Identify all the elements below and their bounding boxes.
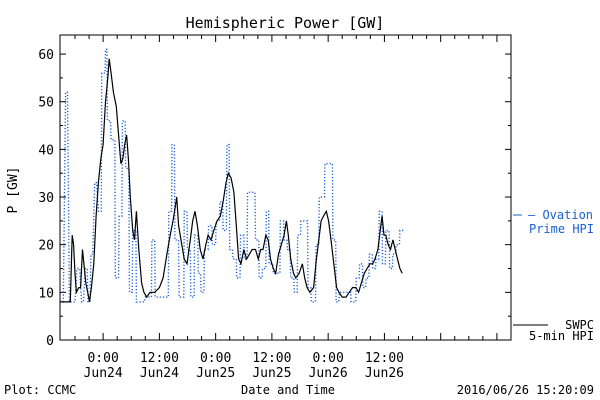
y-tick-label: 0: [46, 334, 54, 349]
y-tick-label: 30: [38, 191, 54, 206]
y-tick-label: 40: [38, 143, 54, 158]
y-tick-label: 20: [38, 239, 54, 254]
legend-label-swpc-line2: 5-min HPI: [529, 329, 594, 343]
legend-label-ovation-line2: Prime HPI: [529, 222, 594, 236]
series-lines: [60, 48, 405, 303]
x-tick-label-date: Jun25: [252, 366, 291, 381]
y-axis-label: P [GW]: [6, 167, 21, 214]
x-tick-label-time: 12:00: [365, 351, 404, 366]
legend-label-swpc-line1: SWPC: [565, 318, 594, 332]
x-axis-label: Date and Time: [241, 383, 335, 397]
plot-credit: Plot: CCMC: [4, 383, 76, 397]
x-tick-label-date: Jun25: [196, 366, 235, 381]
x-tick-label-time: 0:00: [313, 351, 344, 366]
x-tick-label-time: 12:00: [252, 351, 291, 366]
x-tick-label-date: Jun26: [365, 366, 404, 381]
x-tick-label-date: Jun26: [309, 366, 348, 381]
x-tick-label-time: 0:00: [200, 351, 231, 366]
x-tick-label-date: Jun24: [140, 366, 179, 381]
axes: 01020304050600:00Jun2412:00Jun240:00Jun2…: [38, 34, 512, 381]
plot-timestamp: 2016/06/26 15:20:09: [457, 383, 594, 397]
legend-label-ovation-line1: – Ovation: [528, 208, 593, 222]
x-tick-label-date: Jun24: [84, 366, 123, 381]
chart-title: Hemispheric Power [GW]: [186, 14, 385, 32]
series-line-ovation: [60, 48, 405, 303]
x-tick-label-time: 12:00: [140, 351, 179, 366]
x-tick-label-time: 0:00: [87, 351, 118, 366]
y-tick-label: 50: [38, 96, 54, 111]
series-line-swpc: [60, 58, 403, 303]
y-tick-label: 60: [38, 48, 54, 63]
y-tick-label: 10: [38, 286, 54, 301]
